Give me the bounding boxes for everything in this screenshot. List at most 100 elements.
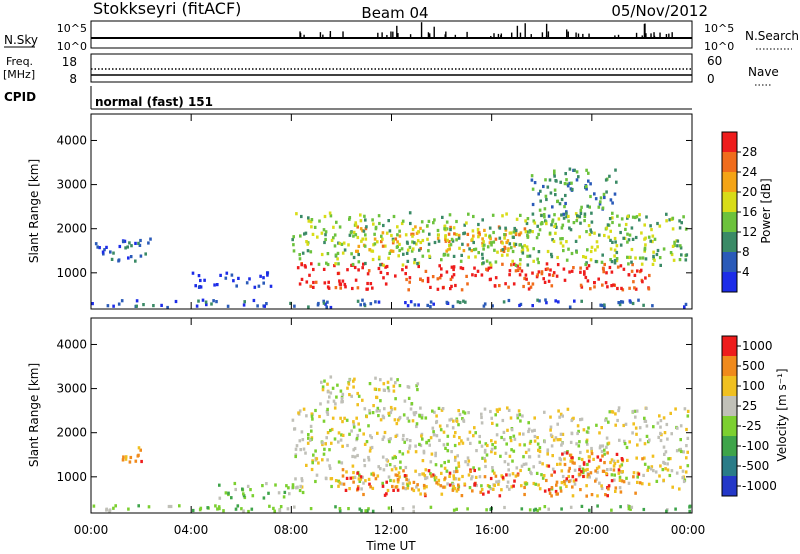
heatmap-cell [224,491,228,495]
heatmap-cell [523,276,526,281]
heatmap-cell [648,438,651,442]
heatmap-cell [468,486,472,490]
heatmap-cell [266,271,269,275]
heatmap-cell [594,197,598,201]
heatmap-cell [434,454,437,458]
heatmap-cell [463,482,466,486]
heatmap-cell [345,418,349,422]
colorbar-tick-label: 28 [742,145,757,159]
heatmap-cell [303,232,306,236]
heatmap-cell [556,422,559,426]
heatmap-cell [628,286,631,290]
heatmap-cell [464,460,467,464]
heatmap-cell [415,424,418,429]
heatmap-cell [245,281,249,285]
heatmap-cell [494,440,497,444]
heatmap-cell [372,222,375,226]
heatmap-cell [520,464,524,468]
heatmap-cell [600,449,604,454]
heatmap-cell [399,460,402,464]
heatmap-cell [339,438,343,442]
heatmap-cell [367,477,371,481]
heatmap-cell [484,233,487,237]
heatmap-cell [568,167,572,171]
heatmap-cell [326,431,330,435]
heatmap-cell [565,484,568,488]
heatmap-cell [533,221,537,225]
heatmap-cell [599,444,602,448]
heatmap-cell [575,250,578,254]
heatmap-cell [354,233,358,237]
heatmap-cell [291,483,295,487]
heatmap-cell [632,475,635,479]
heatmap-cell [518,303,521,308]
heatmap-cell [203,278,206,282]
heatmap-cell [531,187,535,191]
heatmap-cell [380,234,383,238]
colorbar-swatch [722,152,737,173]
heatmap-cell [543,207,547,211]
heatmap-cell [458,300,462,305]
heatmap-cell [316,303,320,307]
heatmap-cell [359,475,363,479]
heatmap-cell [321,442,324,447]
nave-label: Nave [748,65,779,79]
heatmap-cell [523,244,526,248]
heatmap-cell [590,449,593,453]
heatmap-cell [437,482,440,486]
heatmap-cell [679,244,682,248]
heatmap-cell [624,422,628,426]
heatmap-cell [586,475,589,479]
heatmap-cell [560,469,564,473]
heatmap-cell [528,508,532,512]
heatmap-cell [439,428,443,432]
heatmap-cell [506,239,510,243]
heatmap-cell [303,264,307,268]
heatmap-cell [446,238,449,242]
heatmap-cell [612,468,616,472]
heatmap-cell [383,407,386,411]
heatmap-cell [353,377,356,381]
heatmap-cell [457,461,460,465]
heatmap-cell [572,416,575,420]
heatmap-cell [586,279,590,283]
heatmap-cell [551,205,554,209]
heatmap-cell [627,262,630,266]
heatmap-cell [374,376,377,380]
heatmap-cell [481,256,484,260]
heatmap-cell [526,235,530,239]
heatmap-cell [619,243,623,247]
heatmap-cell [601,206,605,210]
heatmap-cell [461,441,465,445]
heatmap-cell [556,199,560,203]
heatmap-cell [421,238,425,243]
heatmap-cell [620,286,623,290]
heatmap-cell [578,468,581,472]
heatmap-cell [498,236,502,240]
heatmap-cell [457,464,461,468]
heatmap-cell [572,479,576,483]
heatmap-cell [426,279,430,284]
heatmap-cell [532,219,536,223]
heatmap-cell [91,302,94,306]
heatmap-cell [635,456,638,460]
heatmap-cell [523,485,526,490]
heatmap-cell [674,507,677,511]
heatmap-cell [348,487,351,491]
heatmap-cell [637,472,641,476]
heatmap-cell [626,232,629,236]
heatmap-cell [586,442,589,446]
heatmap-cell [310,218,314,222]
heatmap-cell [481,243,485,248]
heatmap-cell [326,300,329,304]
heatmap-cell [500,248,503,253]
heatmap-cell [359,227,363,231]
heatmap-cell [656,421,660,425]
heatmap-cell [315,473,319,477]
heatmap-cell [333,233,337,237]
heatmap-cell [611,211,614,215]
heatmap-cell [376,240,379,244]
date-title: 05/Nov/2012 [611,2,708,20]
heatmap-cell [322,228,326,232]
heatmap-cell [471,489,474,493]
